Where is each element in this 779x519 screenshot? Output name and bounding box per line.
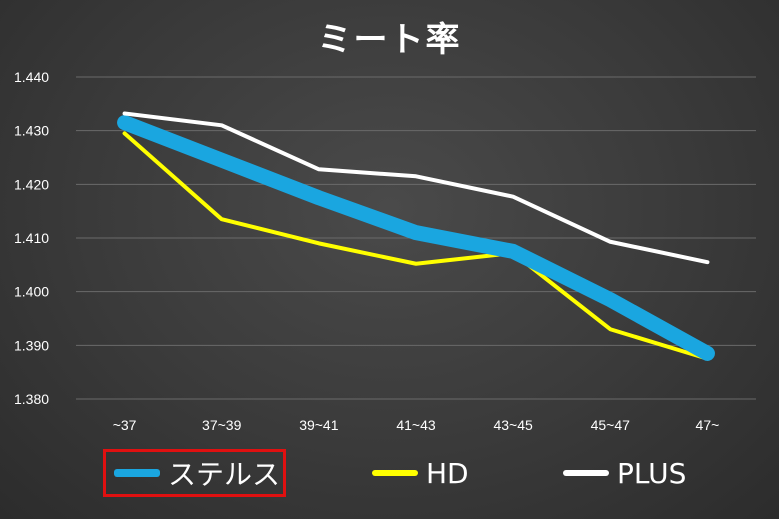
legend-label-plus: PLUS: [617, 456, 687, 490]
legend-item-plus: PLUS: [563, 449, 686, 497]
legend-item-stealth: ステルス: [103, 449, 286, 497]
grid-lines: [76, 76, 756, 400]
y-tick-label: 1.430: [14, 123, 49, 139]
x-tick-label: 47~: [696, 417, 720, 433]
y-tick-label: 1.380: [14, 391, 49, 407]
legend-label-stealth: ステルス: [168, 458, 281, 491]
x-tick-label: 45~47: [591, 417, 631, 433]
y-tick-label: 1.400: [14, 284, 49, 300]
series-line-plus: [122, 111, 710, 265]
y-axis-ticks: 1.380 1.390 1.400 1.410 1.420 1.430 1.440: [14, 69, 49, 407]
y-tick-label: 1.440: [14, 69, 49, 85]
x-axis-ticks: ~37 37~39 39~41 41~43 43~45 45~47 47~: [113, 417, 720, 433]
legend-swatch-plus: [563, 470, 609, 476]
x-tick-label: ~37: [113, 417, 137, 433]
legend-label-hd: HD: [426, 456, 469, 490]
x-tick-label: 43~45: [493, 417, 533, 433]
x-tick-label: 37~39: [202, 417, 242, 433]
y-tick-label: 1.390: [14, 337, 49, 353]
legend-swatch-stealth: [114, 469, 160, 477]
y-tick-label: 1.420: [14, 176, 49, 192]
x-tick-label: 41~43: [396, 417, 436, 433]
chart-title: ミート率: [317, 20, 462, 60]
series-line-stealth: [117, 115, 715, 361]
x-tick-label: 39~41: [299, 417, 339, 433]
y-tick-label: 1.410: [14, 230, 49, 246]
legend-item-hd: HD: [372, 449, 469, 497]
series-line-hd: [122, 131, 710, 361]
legend-swatch-hd: [372, 470, 418, 476]
series-lines: [117, 111, 715, 361]
